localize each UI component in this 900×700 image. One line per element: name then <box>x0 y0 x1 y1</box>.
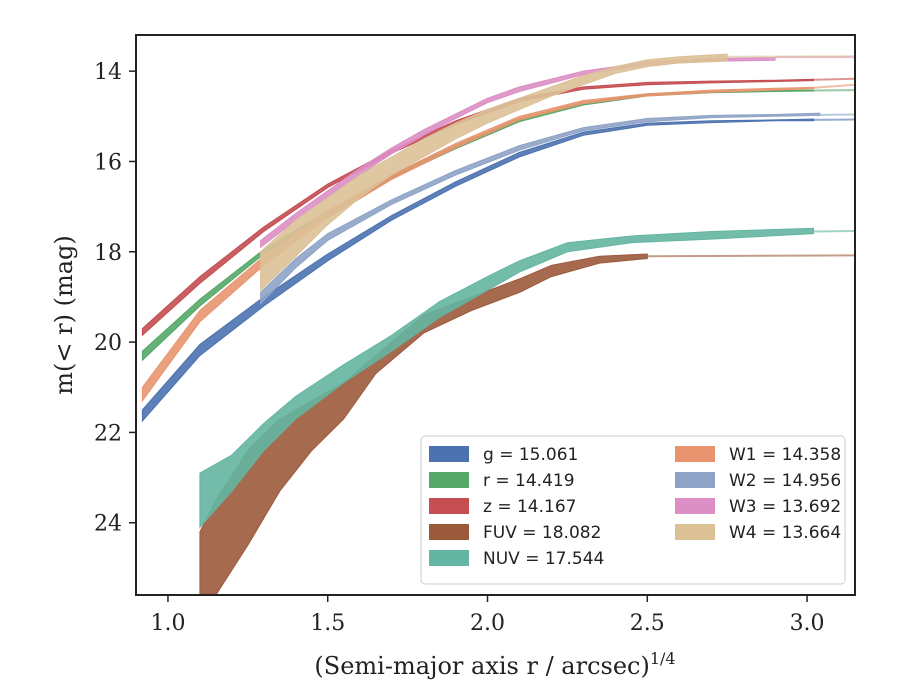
legend-label-3: FUV = 18.082 <box>483 523 601 543</box>
x-axis-label: (Semi-major axis r / arcsec)1/4 <box>314 649 675 680</box>
legend-label-4: NUV = 17.544 <box>483 549 604 569</box>
y-axis-label: m(< r) (mag) <box>50 235 78 394</box>
x-tick-label-4: 3.0 <box>790 611 825 636</box>
legend-swatch-0 <box>429 446 469 462</box>
series-band-0 <box>141 118 814 423</box>
series-tail-8 <box>727 55 855 58</box>
legend-item-2: z = 14.167 <box>429 497 576 517</box>
legend-label-6: W2 = 14.956 <box>729 471 841 491</box>
legend-swatch-4 <box>429 550 469 566</box>
legend-label-1: r = 14.419 <box>483 471 575 491</box>
y-tick-label-1: 16 <box>94 150 122 175</box>
legend-swatch-3 <box>429 524 469 540</box>
legend-label-8: W4 = 13.664 <box>729 523 841 543</box>
legend-item-3: FUV = 18.082 <box>429 523 601 543</box>
x-tick-label-3: 2.5 <box>630 611 665 636</box>
legend-label-5: W1 = 14.358 <box>729 445 841 465</box>
legend-swatch-8 <box>675 524 715 540</box>
series-band-7 <box>260 57 776 249</box>
legend-box <box>420 435 846 585</box>
series-tail-3 <box>647 254 855 258</box>
legend-item-6: W2 = 14.956 <box>675 471 841 491</box>
y-tick-label-4: 22 <box>94 421 122 446</box>
legend-item-4: NUV = 17.544 <box>429 549 604 569</box>
series-tail-4 <box>813 230 855 233</box>
legend-swatch-5 <box>675 446 715 462</box>
x-tick-label-1: 1.5 <box>310 611 345 636</box>
series-0 <box>141 118 855 423</box>
plot-frame <box>135 34 856 596</box>
legend-item-8: W4 = 13.664 <box>675 523 841 543</box>
legend-label-7: W3 = 13.692 <box>729 497 841 517</box>
legend-item-1: r = 14.419 <box>429 471 575 491</box>
legend-item-5: W1 = 14.358 <box>675 445 841 465</box>
series-band-8 <box>260 53 728 292</box>
legend-swatch-1 <box>429 472 469 488</box>
series-tail-5 <box>813 83 855 89</box>
x-tick-label-0: 1.0 <box>150 611 185 636</box>
series-band-4 <box>199 227 814 529</box>
legend-swatch-7 <box>675 498 715 514</box>
legend-swatch-2 <box>429 498 469 514</box>
legend: g = 15.061 r = 14.419 z = 14.167 FUV = 18.0… <box>420 435 846 585</box>
y-tick-label-5: 24 <box>94 512 122 537</box>
legend-label-2: z = 14.167 <box>483 497 576 517</box>
series-tail-2 <box>813 77 855 81</box>
x-axis-label-main: (Semi-major axis r / arcsec) <box>314 652 649 680</box>
legend-swatch-6 <box>675 472 715 488</box>
legend-item-0: g = 15.061 <box>429 445 578 465</box>
series-band-6 <box>260 112 821 305</box>
legend-label-0: g = 15.061 <box>483 445 578 465</box>
series-layer <box>141 53 855 595</box>
series-6 <box>260 112 855 305</box>
x-axis-label-sup: 1/4 <box>650 649 676 668</box>
y-tick-label-2: 18 <box>94 241 122 266</box>
ticks-layer: 1.0 1.5 2.0 2.5 3.0 14 16 18 20 22 24 <box>94 60 825 636</box>
y-tick-label-3: 20 <box>94 331 122 356</box>
series-8 <box>260 53 855 292</box>
legend-item-7: W3 = 13.692 <box>675 497 841 517</box>
y-tick-label-0: 14 <box>94 60 122 85</box>
x-tick-label-2: 2.0 <box>470 611 505 636</box>
series-4 <box>199 227 855 529</box>
